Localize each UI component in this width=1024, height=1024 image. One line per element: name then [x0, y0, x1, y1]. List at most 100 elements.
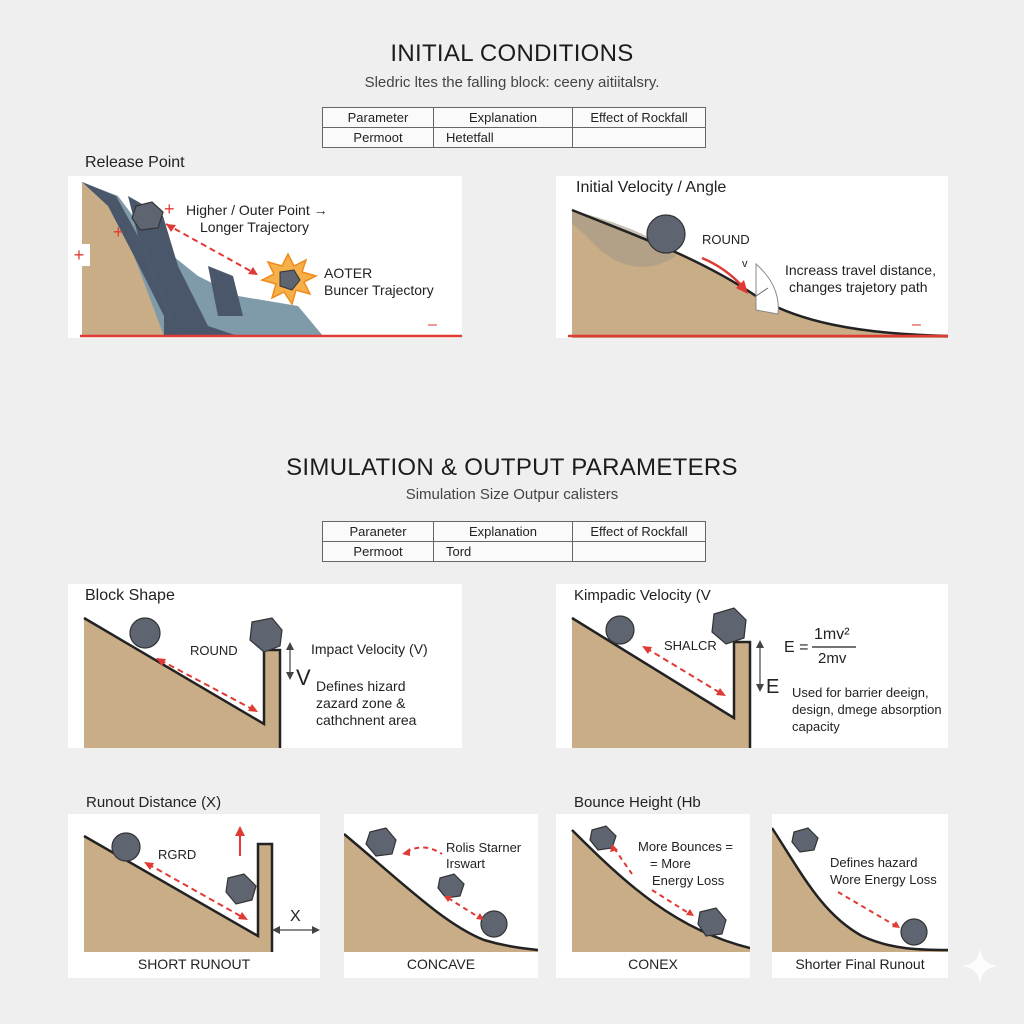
slope-line	[571, 829, 750, 950]
bounce-arrow	[651, 889, 691, 915]
arrowhead	[248, 704, 258, 712]
runout-symbol: X	[290, 908, 301, 925]
bounce-height-panel: More Bounces = = More Energy Loss CONEX	[556, 814, 750, 978]
bounce-height-label: Bounce Height (Hb	[574, 794, 701, 811]
cliff-dark-face	[82, 182, 178, 336]
release-text-line-4: Buncer Trajectory	[324, 282, 434, 298]
angular-rock-icon	[697, 907, 727, 937]
simulation-subtitle: Simulation Size Outpur calisters	[405, 486, 619, 503]
trajectory-arrow	[147, 863, 245, 919]
velocity-symbol: V	[296, 665, 311, 690]
block-shape-label: Block Shape	[85, 587, 175, 604]
table-header-row: Parameter Explanation Effect of Rockfall	[322, 107, 706, 128]
arrowhead	[736, 280, 748, 294]
final-caption: Shorter Final Runout	[795, 956, 925, 972]
round-rock-icon	[900, 918, 928, 946]
table-row: Permoot Hetetfall	[322, 127, 706, 148]
plus-marker: +	[164, 199, 175, 219]
table-header: Explanation	[433, 107, 573, 128]
slope-ground	[572, 830, 750, 952]
kinetic-text-line-1: Used for barrier deeign,	[792, 685, 929, 700]
initial-conditions-title: INITIAL CONDITIONS	[390, 40, 634, 67]
runout-panel: RGRD X SHORT RUNOUT	[68, 814, 320, 978]
release-text-line-1: Higher / Outer Point →	[186, 202, 328, 218]
minus-marker: –	[912, 316, 921, 333]
velocity-text-line-2: changes trajetory path	[789, 279, 928, 295]
minus-marker: –	[428, 316, 437, 333]
equation-lhs: E =	[784, 639, 809, 656]
trajectory-arrow	[645, 647, 723, 695]
outer-plus-marker: +	[68, 244, 90, 266]
initial-velocity-panel: Initial Velocity / Angle ROUND v Increas…	[556, 176, 948, 338]
final-runout-panel: Defines hazard Wore Energy Loss Shorter …	[772, 814, 948, 978]
block-text-line-2: zazard zone &	[316, 695, 406, 711]
kinetic-text-line-2: design, dmege absorption	[792, 702, 942, 717]
slope-line	[772, 827, 948, 952]
table-cell: Permoot	[322, 541, 434, 562]
slope-ground	[344, 834, 538, 952]
angle-line	[755, 287, 769, 297]
round-rock-icon	[605, 615, 635, 645]
cliff-ridge	[208, 266, 243, 316]
kinetic-velocity-label: Kimpadic Velocity (V	[574, 587, 711, 604]
arrowhead	[248, 267, 258, 275]
release-point-label: Release Point	[85, 154, 185, 171]
bounce-text-line-1: More Bounces =	[638, 839, 734, 854]
trajectory-arrow	[165, 223, 257, 275]
angular-rock-icon	[249, 617, 283, 653]
angular-rock-icon	[131, 201, 164, 231]
release-point-panel: + + Higher / Outer Point → Longer Trajec…	[68, 176, 462, 338]
initial-parameter-table: Parameter Explanation Effect of Rockfall…	[322, 107, 706, 148]
equation-numerator: 1mv²	[814, 626, 850, 643]
simulation-title: SIMULATION & OUTPUT PARAMETERS	[286, 454, 738, 481]
arrowhead	[144, 862, 154, 870]
arrowhead	[716, 688, 726, 696]
round-label: ROUND	[702, 232, 750, 247]
table-cell	[572, 541, 706, 562]
initial-conditions-subtitle: Sledric ltes the falling block: ceeny ai…	[364, 74, 660, 91]
angular-rock-icon	[437, 873, 465, 899]
angular-rock-icon	[225, 873, 257, 905]
slope-line	[571, 616, 752, 748]
energy-symbol: E	[766, 676, 780, 698]
slope-ground	[84, 618, 280, 748]
concave-caption: CONCAVE	[406, 956, 476, 972]
shalcr-label: SHALCR	[664, 638, 717, 653]
kinetic-text-line-3: capacity	[792, 719, 840, 734]
table-header: Effect of Rockfall	[572, 107, 706, 128]
final-runout-diagram	[772, 827, 948, 952]
concave-text-line-1: Rolis Starner	[446, 840, 522, 855]
impact-burst-icon	[259, 252, 319, 306]
slope-ground	[84, 836, 272, 952]
concave-text-line-2: Irswart	[446, 856, 485, 871]
slope-shadow	[572, 210, 676, 267]
initial-velocity-diagram	[568, 208, 948, 338]
bounce-arrow	[613, 847, 633, 875]
round-label: ROUND	[190, 643, 238, 658]
impact-velocity-text: Impact Velocity (V)	[311, 641, 428, 657]
runout-arrow	[837, 891, 897, 927]
round-rock-icon	[111, 832, 141, 862]
concave-panel: Rolis Starner Irswart CONCAVE	[344, 814, 538, 978]
angular-rock-icon	[711, 607, 747, 645]
slope-ground	[572, 618, 750, 748]
table-cell	[572, 127, 706, 148]
rgrd-label: RGRD	[158, 847, 197, 862]
round-rock-icon	[646, 214, 686, 254]
release-text-line-2: Longer Trajectory	[200, 219, 309, 235]
table-header: Effect of Rockfall	[572, 521, 706, 542]
slope-line	[344, 833, 538, 952]
bounce-text-line-3: Energy Loss	[652, 873, 725, 888]
slope-ground	[82, 182, 164, 336]
arrowhead	[642, 646, 652, 654]
plus-marker: +	[113, 222, 124, 242]
velocity-text-line-1: Increass travel distance,	[785, 262, 936, 278]
runout-caption: SHORT RUNOUT	[137, 956, 251, 972]
table-header: Paraneter	[322, 521, 434, 542]
trajectory-arrow	[447, 897, 481, 919]
slope-ground	[772, 828, 948, 952]
bounce-height-diagram	[571, 825, 750, 952]
table-header: Explanation	[433, 521, 573, 542]
runout-distance-label: Runout Distance (X)	[86, 794, 222, 811]
slope-ground	[572, 210, 948, 338]
